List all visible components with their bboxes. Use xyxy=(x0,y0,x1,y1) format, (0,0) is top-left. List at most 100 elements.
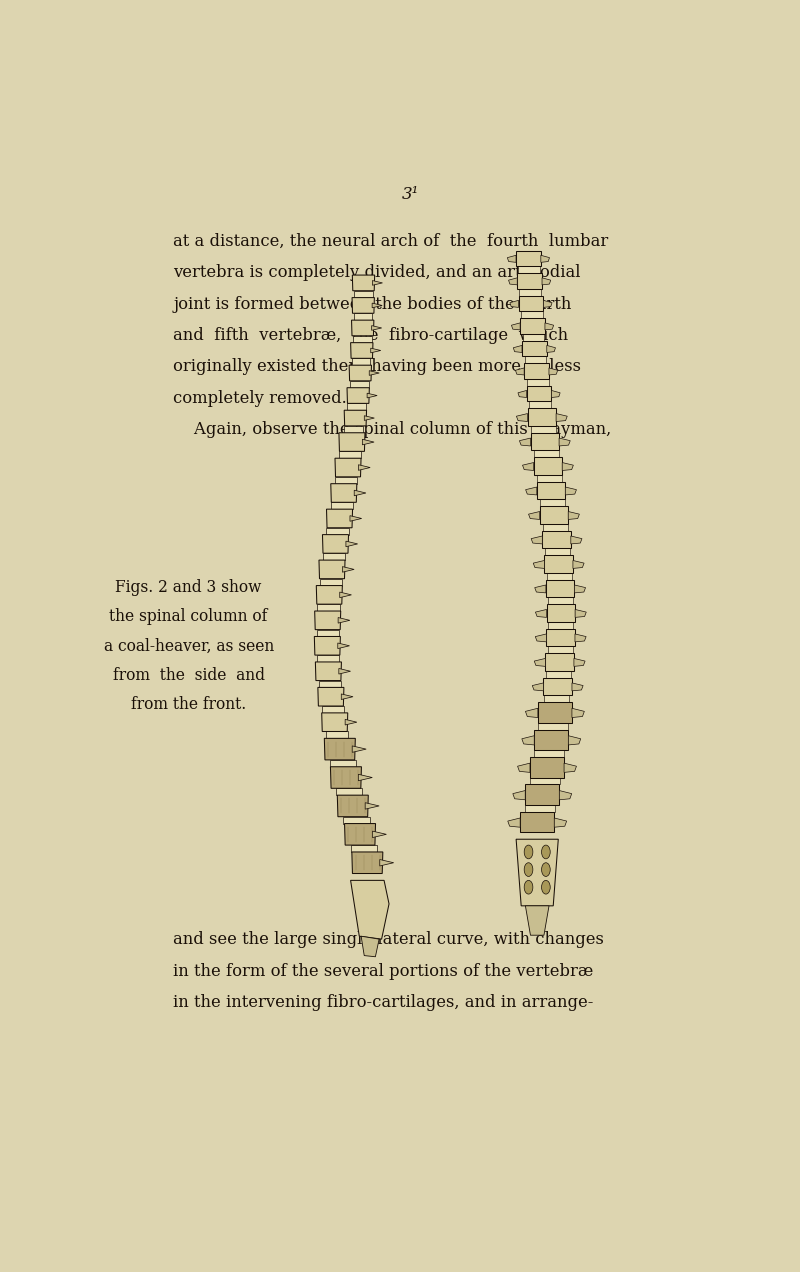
Polygon shape xyxy=(318,604,339,611)
Polygon shape xyxy=(510,300,518,308)
Polygon shape xyxy=(373,281,382,285)
Polygon shape xyxy=(534,659,546,667)
Polygon shape xyxy=(330,483,357,502)
Polygon shape xyxy=(372,303,382,308)
Circle shape xyxy=(542,880,550,894)
Polygon shape xyxy=(574,659,585,667)
Polygon shape xyxy=(526,487,537,495)
Polygon shape xyxy=(362,439,374,445)
Polygon shape xyxy=(339,452,361,458)
Polygon shape xyxy=(547,646,573,653)
Polygon shape xyxy=(551,391,560,398)
Polygon shape xyxy=(545,555,573,572)
Polygon shape xyxy=(520,812,554,832)
Polygon shape xyxy=(345,823,375,845)
Polygon shape xyxy=(520,318,545,333)
Polygon shape xyxy=(546,653,574,670)
Polygon shape xyxy=(548,622,574,628)
Polygon shape xyxy=(543,678,572,696)
Polygon shape xyxy=(572,709,584,717)
Polygon shape xyxy=(542,277,550,285)
Polygon shape xyxy=(319,560,345,579)
Text: from the front.: from the front. xyxy=(131,696,246,714)
Polygon shape xyxy=(373,831,386,837)
Polygon shape xyxy=(542,524,568,530)
Polygon shape xyxy=(519,289,542,295)
Polygon shape xyxy=(339,432,365,452)
Polygon shape xyxy=(349,365,371,380)
Polygon shape xyxy=(314,636,340,655)
Polygon shape xyxy=(507,256,516,262)
Polygon shape xyxy=(538,722,568,730)
Polygon shape xyxy=(514,346,522,352)
Polygon shape xyxy=(543,300,552,308)
Polygon shape xyxy=(559,438,570,446)
Polygon shape xyxy=(361,936,379,957)
Polygon shape xyxy=(367,393,377,398)
Polygon shape xyxy=(545,323,554,329)
Polygon shape xyxy=(540,500,565,506)
Polygon shape xyxy=(538,702,572,722)
Polygon shape xyxy=(540,506,568,524)
Polygon shape xyxy=(527,408,556,426)
Polygon shape xyxy=(347,403,366,411)
Polygon shape xyxy=(314,611,341,630)
Polygon shape xyxy=(564,763,577,772)
Text: vertebra is completely divided, and an arthrodial: vertebra is completely divided, and an a… xyxy=(173,265,581,281)
Polygon shape xyxy=(350,342,373,359)
Circle shape xyxy=(524,880,533,894)
Polygon shape xyxy=(317,655,339,661)
Polygon shape xyxy=(530,757,564,777)
Polygon shape xyxy=(338,795,368,817)
Polygon shape xyxy=(324,738,355,759)
Polygon shape xyxy=(529,511,540,519)
Polygon shape xyxy=(544,696,569,702)
Polygon shape xyxy=(350,845,377,852)
Polygon shape xyxy=(537,474,562,482)
Polygon shape xyxy=(548,598,573,604)
Polygon shape xyxy=(519,438,530,446)
Polygon shape xyxy=(365,803,379,809)
Polygon shape xyxy=(350,380,369,388)
Polygon shape xyxy=(518,391,526,398)
Polygon shape xyxy=(534,750,564,757)
Polygon shape xyxy=(522,735,534,745)
Polygon shape xyxy=(335,458,361,477)
Polygon shape xyxy=(518,273,542,289)
Circle shape xyxy=(524,845,533,859)
Polygon shape xyxy=(546,346,555,352)
Polygon shape xyxy=(358,775,372,781)
Polygon shape xyxy=(525,356,546,364)
Polygon shape xyxy=(315,661,342,681)
Text: from  the  side  and: from the side and xyxy=(113,667,265,684)
Polygon shape xyxy=(574,585,586,593)
Polygon shape xyxy=(370,370,379,375)
Circle shape xyxy=(542,862,550,876)
Polygon shape xyxy=(575,609,586,617)
Polygon shape xyxy=(530,777,560,785)
Polygon shape xyxy=(322,706,344,712)
Polygon shape xyxy=(559,791,572,800)
Polygon shape xyxy=(572,683,583,691)
Polygon shape xyxy=(364,416,374,421)
Text: completely removed.: completely removed. xyxy=(173,389,347,407)
Polygon shape xyxy=(556,413,567,421)
Polygon shape xyxy=(530,426,556,432)
Polygon shape xyxy=(344,426,363,432)
Text: and see the large single lateral curve, with changes: and see the large single lateral curve, … xyxy=(173,931,604,949)
Polygon shape xyxy=(571,536,582,544)
Polygon shape xyxy=(534,730,568,750)
Polygon shape xyxy=(524,364,549,379)
Polygon shape xyxy=(352,852,383,874)
Polygon shape xyxy=(516,251,541,266)
Polygon shape xyxy=(346,541,358,547)
Polygon shape xyxy=(534,450,559,457)
Polygon shape xyxy=(326,509,353,528)
Polygon shape xyxy=(336,789,362,795)
Polygon shape xyxy=(566,487,577,495)
Polygon shape xyxy=(518,763,530,772)
Polygon shape xyxy=(530,432,559,450)
Polygon shape xyxy=(326,731,348,738)
Polygon shape xyxy=(339,669,350,674)
Polygon shape xyxy=(342,695,353,700)
